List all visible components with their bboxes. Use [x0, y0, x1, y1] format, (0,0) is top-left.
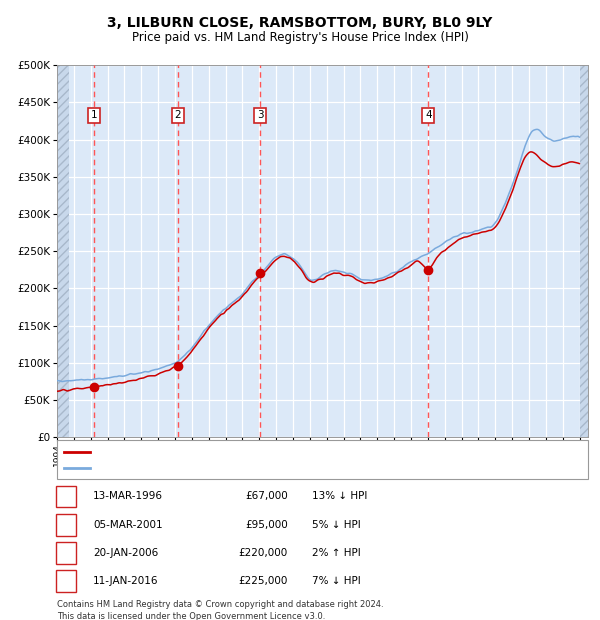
Text: Contains HM Land Registry data © Crown copyright and database right 2024.
This d: Contains HM Land Registry data © Crown c… — [57, 600, 383, 620]
Text: 7% ↓ HPI: 7% ↓ HPI — [312, 576, 361, 586]
Text: 1: 1 — [91, 110, 97, 120]
Text: 4: 4 — [425, 110, 431, 120]
Text: 3, LILBURN CLOSE, RAMSBOTTOM, BURY, BL0 9LY (detached house): 3, LILBURN CLOSE, RAMSBOTTOM, BURY, BL0 … — [94, 447, 425, 457]
Text: 2% ↑ HPI: 2% ↑ HPI — [312, 548, 361, 558]
Text: 05-MAR-2001: 05-MAR-2001 — [93, 520, 163, 529]
Text: HPI: Average price, detached house, Bury: HPI: Average price, detached house, Bury — [94, 463, 298, 473]
Text: 3: 3 — [257, 110, 263, 120]
Text: 20-JAN-2006: 20-JAN-2006 — [93, 548, 158, 558]
Text: £67,000: £67,000 — [245, 492, 288, 502]
Text: 5% ↓ HPI: 5% ↓ HPI — [312, 520, 361, 529]
Text: £220,000: £220,000 — [239, 548, 288, 558]
Text: £225,000: £225,000 — [239, 576, 288, 586]
Text: 11-JAN-2016: 11-JAN-2016 — [93, 576, 158, 586]
Text: Price paid vs. HM Land Registry's House Price Index (HPI): Price paid vs. HM Land Registry's House … — [131, 31, 469, 43]
Text: £95,000: £95,000 — [245, 520, 288, 529]
Text: 2: 2 — [62, 520, 70, 529]
Text: 13-MAR-1996: 13-MAR-1996 — [93, 492, 163, 502]
Text: 2: 2 — [175, 110, 181, 120]
Text: 4: 4 — [62, 576, 70, 586]
Text: 13% ↓ HPI: 13% ↓ HPI — [312, 492, 367, 502]
Bar — [580, 65, 588, 437]
Text: 1: 1 — [62, 492, 70, 502]
Text: 3, LILBURN CLOSE, RAMSBOTTOM, BURY, BL0 9LY: 3, LILBURN CLOSE, RAMSBOTTOM, BURY, BL0 … — [107, 16, 493, 30]
Text: 3: 3 — [62, 548, 70, 558]
Bar — [57, 65, 69, 437]
